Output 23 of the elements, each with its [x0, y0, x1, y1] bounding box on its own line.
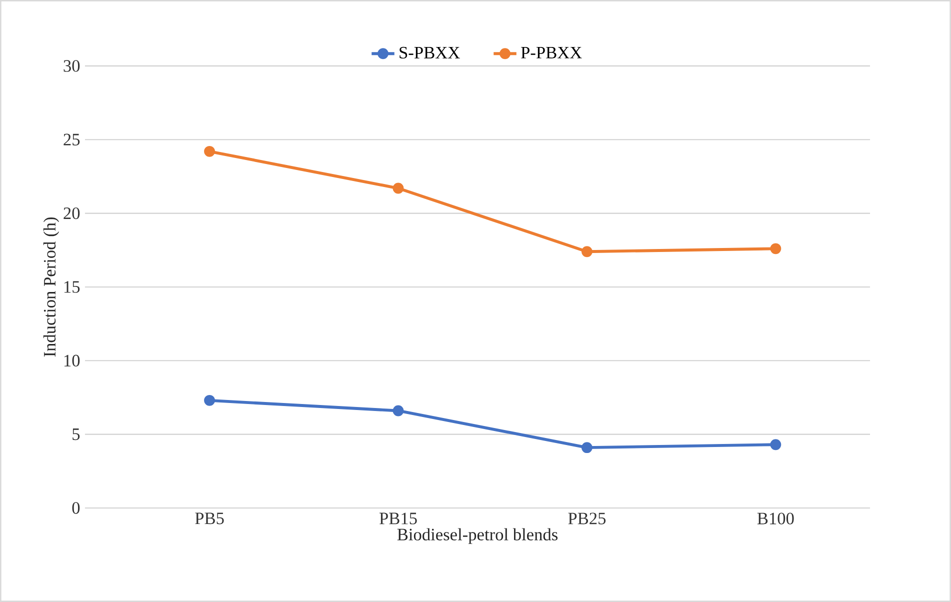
y-tick-label: 10 — [64, 354, 80, 367]
y-tick-label: 0 — [72, 502, 80, 514]
y-axis-title: Induction Period (h) — [43, 217, 60, 357]
y-tick-label: 5 — [72, 428, 80, 440]
x-axis-title: Biodiesel-petrol blends — [397, 528, 558, 544]
x-tick-label: PB25 — [568, 512, 606, 524]
y-tick-label: 20 — [64, 207, 80, 220]
point — [581, 442, 592, 454]
y-tick-label: 15 — [64, 281, 80, 293]
x-tick-label: PB15 — [379, 512, 417, 524]
point — [392, 182, 404, 194]
y-tick-label: 25 — [64, 134, 80, 146]
y-tick-label: 30 — [64, 60, 80, 72]
point — [770, 439, 782, 450]
legend-label: S-PBXX — [400, 46, 460, 59]
point — [770, 243, 782, 254]
point — [392, 405, 404, 416]
point — [204, 394, 215, 406]
point — [204, 146, 215, 157]
legend-label: P-PBXX — [521, 46, 582, 58]
x-tick-label: B100 — [757, 512, 794, 524]
x-tick-label: PB5 — [195, 512, 224, 524]
point — [581, 246, 592, 258]
